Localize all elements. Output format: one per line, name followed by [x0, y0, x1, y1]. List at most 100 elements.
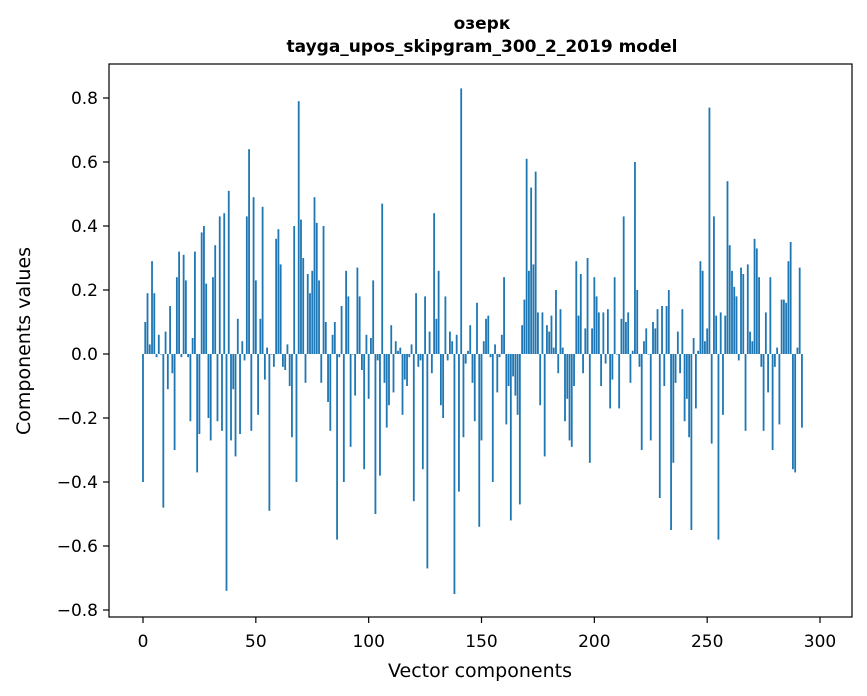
bar-45 — [243, 354, 246, 361]
bar-216 — [629, 354, 632, 383]
bars-group — [142, 88, 803, 594]
bar-109 — [388, 354, 390, 406]
bar-34 — [218, 216, 221, 354]
bar-128 — [430, 354, 433, 374]
bar-13 — [171, 354, 174, 374]
bar-44 — [241, 341, 244, 354]
bar-267 — [744, 354, 747, 431]
bar-137 — [451, 341, 454, 354]
bar-12 — [169, 306, 171, 354]
bar-53 — [261, 206, 264, 354]
chart-subtitle: tayga_upos_skipgram_300_2_2019 model — [287, 37, 678, 57]
bar-215 — [627, 312, 630, 354]
bar-152 — [485, 318, 487, 354]
bar-19 — [184, 280, 187, 354]
bar-99 — [365, 334, 368, 354]
bar-204 — [602, 312, 605, 354]
bar-25 — [198, 354, 201, 434]
bar-251 — [708, 107, 711, 354]
bar-146 — [471, 354, 474, 383]
bar-214 — [625, 322, 627, 354]
bar-275 — [762, 354, 765, 431]
bar-40 — [232, 354, 235, 390]
bar-279 — [771, 354, 774, 450]
bar-23 — [194, 251, 196, 354]
bar-154 — [489, 354, 492, 358]
x-tick-label: 0 — [138, 632, 149, 652]
bar-209 — [613, 277, 616, 354]
bar-180 — [548, 331, 551, 354]
bar-190 — [570, 354, 573, 447]
bar-59 — [275, 238, 278, 354]
bar-194 — [579, 274, 582, 354]
bar-149 — [478, 354, 481, 527]
bar-157 — [496, 354, 499, 393]
bar-161 — [505, 354, 508, 425]
bar-242 — [688, 354, 691, 438]
bar-31 — [212, 277, 214, 354]
bar-239 — [681, 309, 684, 354]
bar-113 — [397, 350, 399, 354]
y-tick-label: −0.6 — [57, 537, 98, 557]
bar-217 — [631, 350, 634, 354]
bar-123 — [419, 354, 422, 361]
bar-207 — [609, 354, 612, 409]
bar-114 — [399, 347, 402, 354]
bar-129 — [433, 213, 436, 354]
bar-248 — [701, 270, 704, 354]
bar-165 — [514, 354, 517, 396]
bar-212 — [620, 318, 623, 354]
bar-286 — [787, 261, 790, 354]
bar-189 — [568, 354, 571, 441]
bar-43 — [239, 354, 241, 434]
bar-106 — [381, 203, 384, 354]
bar-139 — [455, 334, 458, 354]
bar-240 — [683, 354, 686, 422]
bar-241 — [685, 354, 688, 399]
bar-56 — [268, 354, 271, 511]
bar-259 — [726, 181, 729, 354]
bar-208 — [611, 354, 614, 380]
y-tick-label: −0.4 — [57, 473, 98, 493]
bar-183 — [555, 290, 557, 354]
bar-225 — [649, 354, 652, 441]
bar-184 — [557, 354, 560, 374]
bar-70 — [300, 219, 302, 354]
bar-155 — [491, 354, 494, 482]
bar-201 — [595, 296, 598, 354]
y-axis: −0.8 −0.6 −0.4 −0.2 0.0 0.2 0.4 0.6 0.8 — [57, 89, 109, 621]
bar-138 — [453, 354, 456, 594]
bar-133 — [442, 354, 445, 418]
x-tick-label: 100 — [352, 632, 384, 652]
bar-150 — [480, 354, 483, 441]
bar-75 — [311, 270, 314, 354]
bar-163 — [509, 354, 512, 521]
bar-193 — [577, 315, 580, 354]
bar-81 — [324, 322, 327, 354]
bar-247 — [699, 261, 702, 354]
bar-250 — [706, 328, 709, 354]
bar-153 — [487, 315, 490, 354]
bar-69 — [297, 101, 300, 354]
bar-84 — [331, 334, 334, 354]
bar-71 — [302, 258, 305, 354]
bar-97 — [360, 354, 363, 370]
bar-101 — [370, 338, 372, 354]
bar-116 — [403, 354, 406, 380]
bar-162 — [507, 354, 510, 386]
plot-frame — [108, 63, 853, 618]
bar-283 — [780, 299, 783, 354]
bar-39 — [230, 354, 232, 441]
bar-26 — [200, 232, 203, 354]
bar-36 — [223, 213, 226, 354]
bar-145 — [469, 325, 472, 354]
bar-255 — [717, 354, 720, 540]
bar-276 — [764, 312, 767, 354]
bar-144 — [467, 350, 469, 354]
bar-105 — [379, 354, 381, 476]
bar-77 — [315, 222, 318, 354]
bar-169 — [523, 299, 526, 354]
bar-222 — [643, 341, 645, 354]
bar-177 — [541, 312, 544, 354]
